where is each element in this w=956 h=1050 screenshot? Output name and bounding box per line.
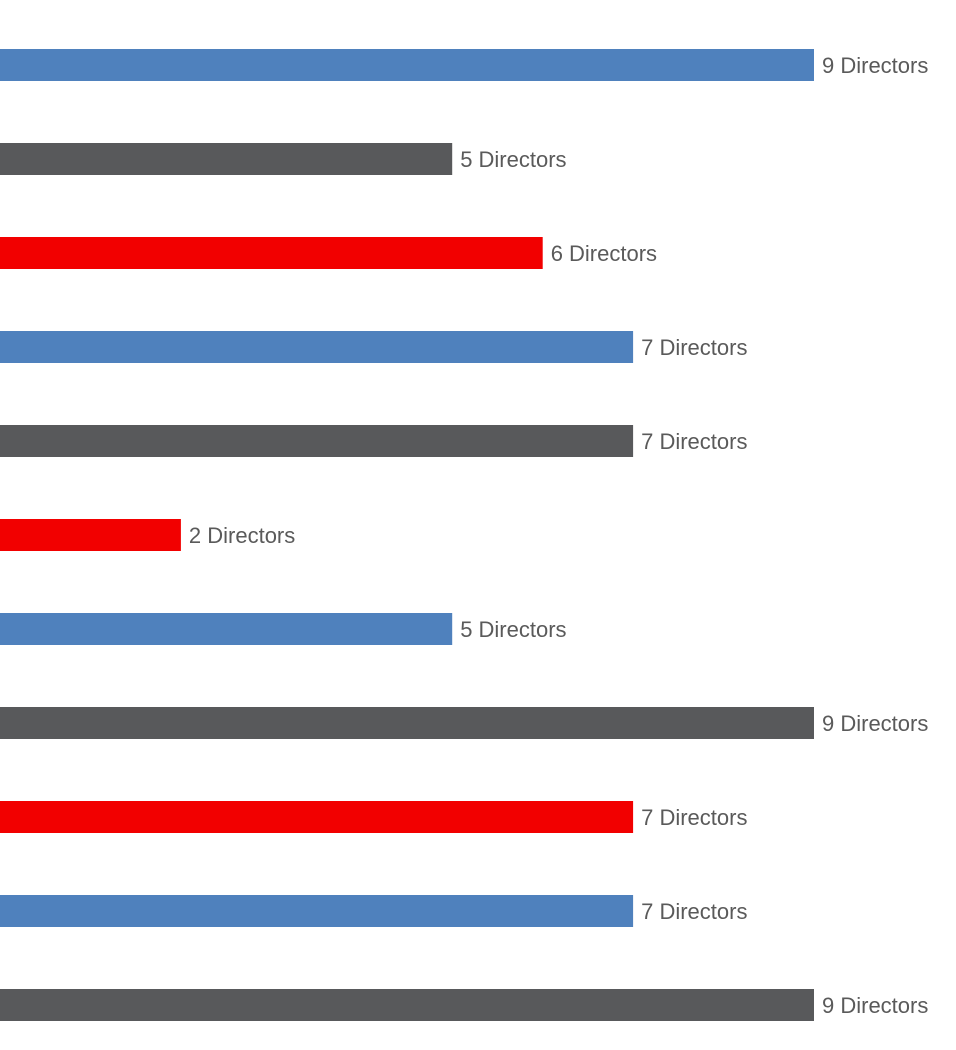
bar-5 — [0, 425, 634, 457]
bars-layer — [0, 49, 814, 1021]
bar-11 — [0, 989, 814, 1021]
bar-4 — [0, 331, 634, 363]
bar-label-1: 9 Directors — [822, 53, 928, 78]
bar-label-3: 6 Directors — [551, 241, 657, 266]
bar-10 — [0, 895, 634, 927]
bar-label-2: 5 Directors — [460, 147, 566, 172]
bar-8 — [0, 707, 814, 739]
bar-label-5: 7 Directors — [641, 429, 747, 454]
bar-label-11: 9 Directors — [822, 993, 928, 1018]
bar-7 — [0, 613, 453, 645]
bar-label-10: 7 Directors — [641, 899, 747, 924]
bar-label-6: 2 Directors — [189, 523, 295, 548]
bar-label-4: 7 Directors — [641, 335, 747, 360]
bar-label-7: 5 Directors — [460, 617, 566, 642]
bar-1 — [0, 49, 814, 81]
bar-2 — [0, 143, 453, 175]
bar-label-8: 9 Directors — [822, 711, 928, 736]
data-labels-layer: 9 Directors 5 Directors 6 Directors 7 Direc… — [189, 53, 928, 1018]
bar-3 — [0, 237, 543, 269]
bar-9 — [0, 801, 634, 833]
bar-6 — [0, 519, 181, 551]
bar-label-9: 7 Directors — [641, 805, 747, 830]
